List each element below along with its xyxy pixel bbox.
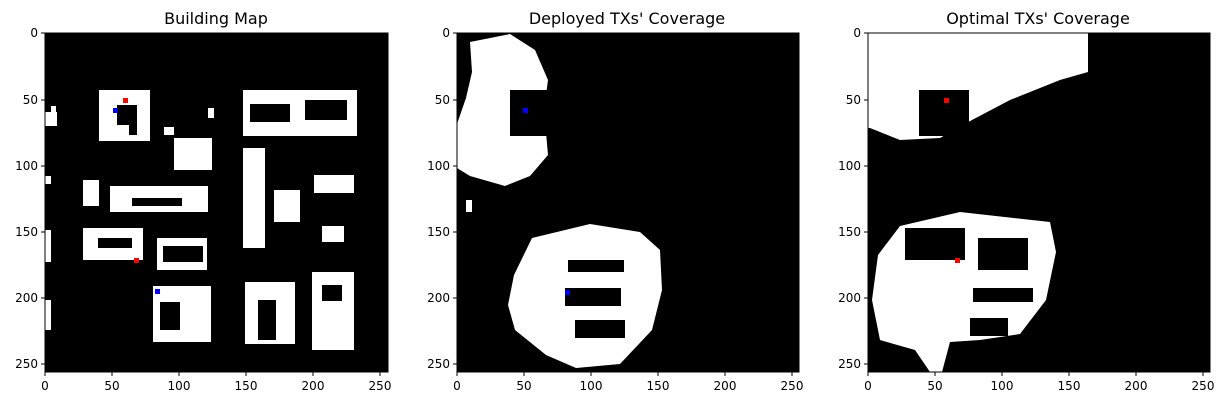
y-tick-label: 0: [853, 26, 861, 40]
x-tick-label: 200: [1125, 379, 1148, 393]
x-tick-label: 100: [991, 379, 1014, 393]
tx-markers: [523, 108, 570, 295]
building-holes: [98, 100, 347, 340]
red-tx-marker: [944, 98, 949, 103]
y-tick-label: 200: [15, 291, 38, 305]
y-tick-label: 0: [442, 26, 450, 40]
panel-title: Optimal TXs' Coverage: [946, 9, 1130, 28]
tx-markers: [944, 98, 960, 263]
coverage-holes: [905, 90, 1033, 336]
red-tx-marker: [123, 98, 128, 103]
x-axis: 0 50 100 150 200 250: [41, 371, 392, 393]
coverage-holes: [510, 90, 625, 338]
x-tick-label: 100: [580, 379, 603, 393]
y-axis: 0 50 100 150 200 250: [427, 26, 458, 372]
panel-title: Deployed TXs' Coverage: [529, 9, 725, 28]
x-tick-label: 100: [168, 379, 191, 393]
blue-tx-marker: [565, 290, 570, 295]
y-tick-label: 150: [838, 225, 861, 239]
y-axis: 0 50 100 150 200 250: [15, 26, 46, 372]
x-tick-label: 250: [369, 379, 392, 393]
y-tick-label: 150: [15, 225, 38, 239]
y-tick-label: 100: [427, 159, 450, 173]
x-tick-label: 150: [235, 379, 258, 393]
y-tick-label: 50: [846, 93, 861, 107]
red-tx-marker: [134, 258, 139, 263]
y-tick-label: 0: [30, 26, 38, 40]
x-tick-label: 250: [1192, 379, 1215, 393]
y-tick-label: 250: [838, 357, 861, 371]
y-axis: 0 50 100 150 200 250: [838, 26, 869, 372]
y-tick-label: 200: [838, 291, 861, 305]
blue-tx-marker: [523, 108, 528, 113]
y-tick-label: 200: [427, 291, 450, 305]
y-tick-label: 50: [23, 93, 38, 107]
blue-tx-marker: [113, 108, 118, 113]
x-tick-label: 200: [714, 379, 737, 393]
blue-tx-marker: [155, 289, 160, 294]
panel-title: Building Map: [164, 9, 268, 28]
x-tick-label: 50: [516, 379, 531, 393]
y-tick-label: 50: [435, 93, 450, 107]
x-tick-label: 250: [781, 379, 804, 393]
red-tx-marker: [955, 258, 960, 263]
x-tick-label: 50: [927, 379, 942, 393]
x-axis: 0 50 100 150 200 250: [864, 371, 1215, 393]
y-tick-label: 250: [427, 357, 450, 371]
panel-deployed-coverage: Deployed TXs' Coverage 0 50 10: [427, 9, 803, 393]
x-tick-label: 200: [302, 379, 325, 393]
panel-building-map: Building Map: [15, 9, 391, 393]
x-tick-label: 0: [41, 379, 49, 393]
y-tick-label: 150: [427, 225, 450, 239]
x-tick-label: 0: [453, 379, 461, 393]
x-axis: 0 50 100 150 200 250: [453, 371, 804, 393]
x-tick-label: 150: [1058, 379, 1081, 393]
y-tick-label: 100: [838, 159, 861, 173]
tx-markers: [113, 98, 160, 294]
x-tick-label: 150: [647, 379, 670, 393]
x-tick-label: 0: [864, 379, 872, 393]
x-tick-label: 50: [104, 379, 119, 393]
y-tick-label: 100: [15, 159, 38, 173]
panel-optimal-coverage: Optimal TXs' Coverage 0 50 100: [838, 9, 1214, 393]
y-tick-label: 250: [15, 357, 38, 371]
